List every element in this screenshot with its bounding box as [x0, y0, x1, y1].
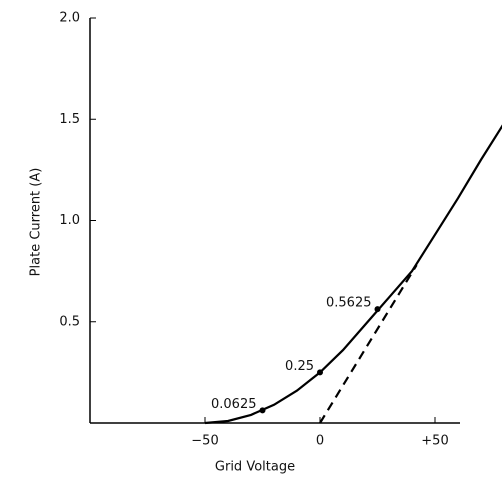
point: [374, 306, 381, 313]
y-tick-label: 1.5: [59, 112, 80, 127]
x-tick-label: 0: [316, 434, 324, 449]
x-axis-label: Grid Voltage: [215, 460, 295, 475]
y-tick-label: 1.0: [59, 213, 80, 228]
point-label: 0.5625: [326, 296, 372, 311]
point: [317, 369, 323, 376]
x-tick-label: −50: [191, 434, 218, 449]
point-label: 0.25: [285, 359, 314, 374]
x-tick-label: +50: [421, 434, 448, 449]
point-label: 0.0625: [211, 397, 257, 412]
point: [259, 407, 266, 414]
y-axis-label: Plate Current (A): [29, 168, 44, 277]
y-tick-label: 0.5: [59, 314, 80, 329]
y-tick-label: 2.0: [59, 11, 80, 26]
line: [319, 264, 418, 424]
